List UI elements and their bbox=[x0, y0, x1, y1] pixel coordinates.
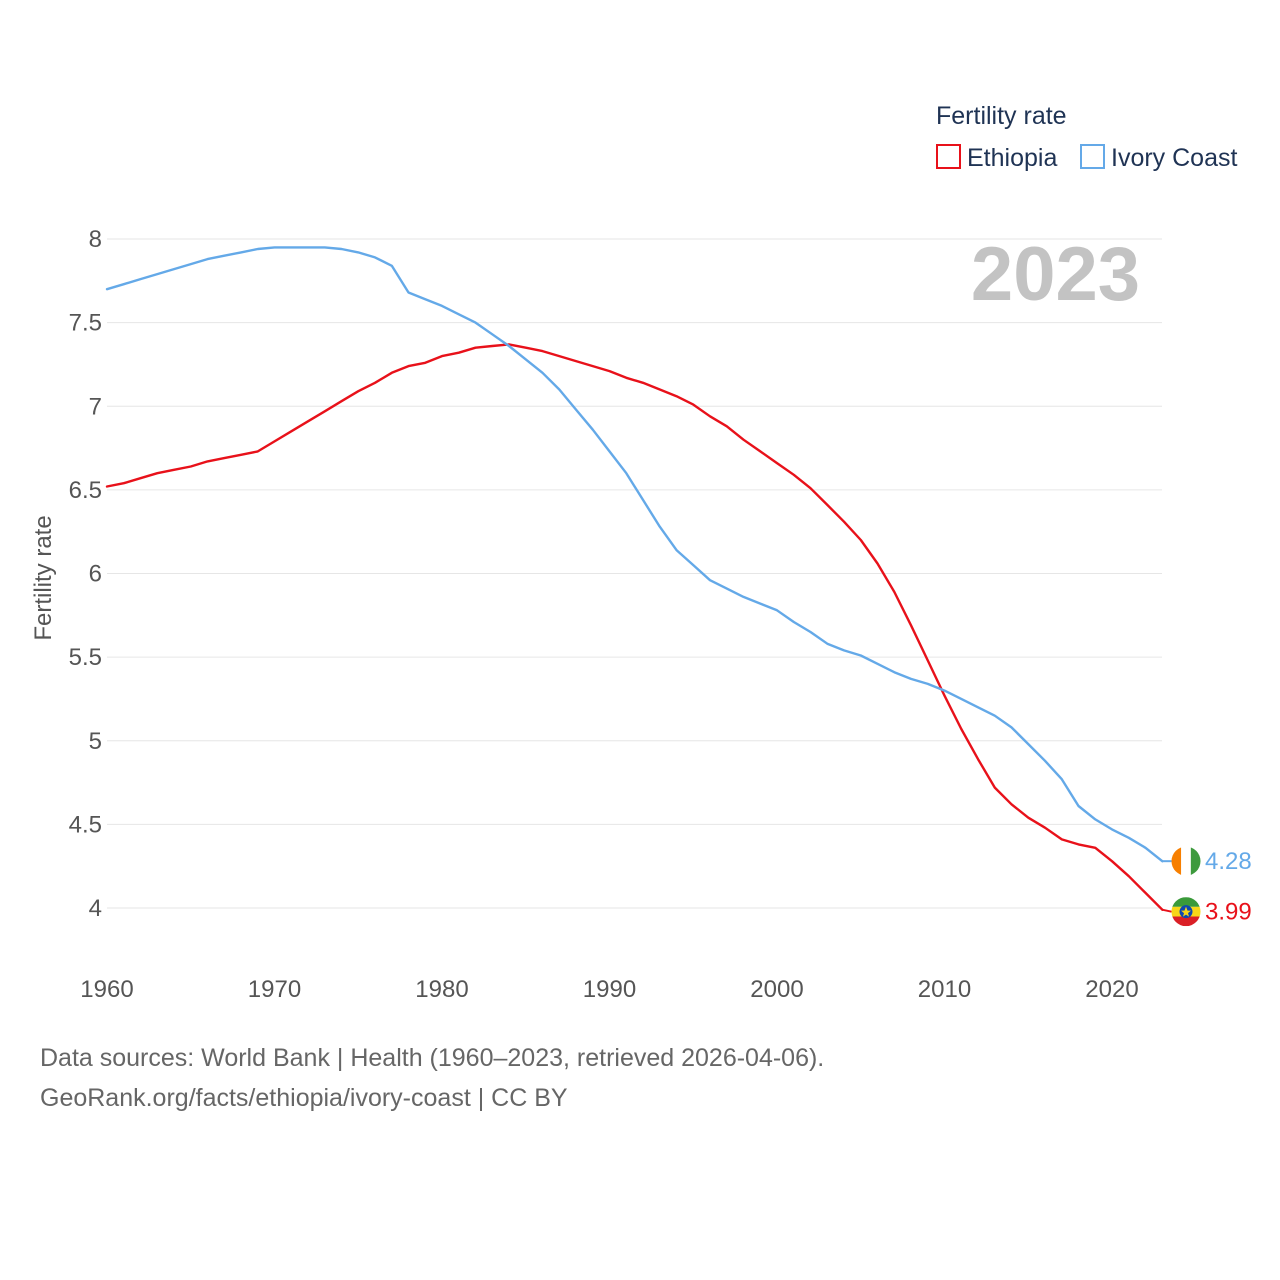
ethiopia-flag-icon bbox=[1171, 897, 1201, 927]
year-label: 2023 bbox=[971, 232, 1140, 317]
legend-label-ivory-coast[interactable]: Ivory Coast bbox=[1111, 144, 1237, 172]
series-lines bbox=[105, 246, 1164, 911]
x-tick-label: 2020 bbox=[1085, 976, 1138, 1003]
y-tick-label: 6.5 bbox=[69, 477, 102, 504]
y-tick-label: 7 bbox=[89, 393, 102, 420]
x-tick-label: 1970 bbox=[248, 976, 301, 1003]
x-tick-label: 2000 bbox=[750, 976, 803, 1003]
series-line-ivory-coast[interactable] bbox=[105, 246, 1164, 863]
y-axis-ticks: 4 4.5 5 5.5 6 6.5 7 7.5 8 bbox=[69, 226, 102, 922]
legend-label-ethiopia[interactable]: Ethiopia bbox=[967, 144, 1057, 172]
legend-swatch-ethiopia[interactable] bbox=[936, 144, 961, 169]
legend-swatch-ivory-coast[interactable] bbox=[1080, 144, 1105, 169]
y-tick-label: 5 bbox=[89, 728, 102, 755]
end-connector bbox=[1162, 908, 1172, 913]
x-tick-label: 1960 bbox=[80, 976, 133, 1003]
y-tick-label: 5.5 bbox=[69, 644, 102, 671]
x-tick-label: 2010 bbox=[918, 976, 971, 1003]
x-axis-ticks: 1960 1970 1980 1990 2000 2010 2020 bbox=[80, 976, 1138, 1003]
gridlines bbox=[107, 238, 1162, 909]
y-tick-label: 6 bbox=[89, 561, 102, 588]
x-tick-label: 1990 bbox=[583, 976, 636, 1003]
y-tick-label: 7.5 bbox=[69, 310, 102, 337]
x-tick-label: 1980 bbox=[415, 976, 468, 1003]
y-tick-label: 4.5 bbox=[69, 811, 102, 838]
series-line-ethiopia[interactable] bbox=[105, 343, 1164, 911]
legend-title: Fertility rate bbox=[936, 102, 1067, 130]
data-source-note: Data sources: World Bank | Health (1960–… bbox=[40, 1044, 825, 1072]
y-tick-label: 8 bbox=[89, 226, 102, 253]
end-markers: 3.99 4.28 bbox=[1162, 846, 1252, 927]
end-value-label-ethiopia: 3.99 bbox=[1205, 899, 1252, 926]
legend: Fertility rate Ethiopia Ivory Coast bbox=[936, 102, 1237, 172]
y-tick-label: 4 bbox=[89, 895, 102, 922]
y-axis-label: Fertility rate bbox=[30, 515, 57, 640]
ivory-coast-flag-icon bbox=[1171, 846, 1201, 876]
end-value-label-ivory-coast: 4.28 bbox=[1205, 848, 1252, 875]
credit-line: GeoRank.org/facts/ethiopia/ivory-coast |… bbox=[40, 1084, 568, 1112]
